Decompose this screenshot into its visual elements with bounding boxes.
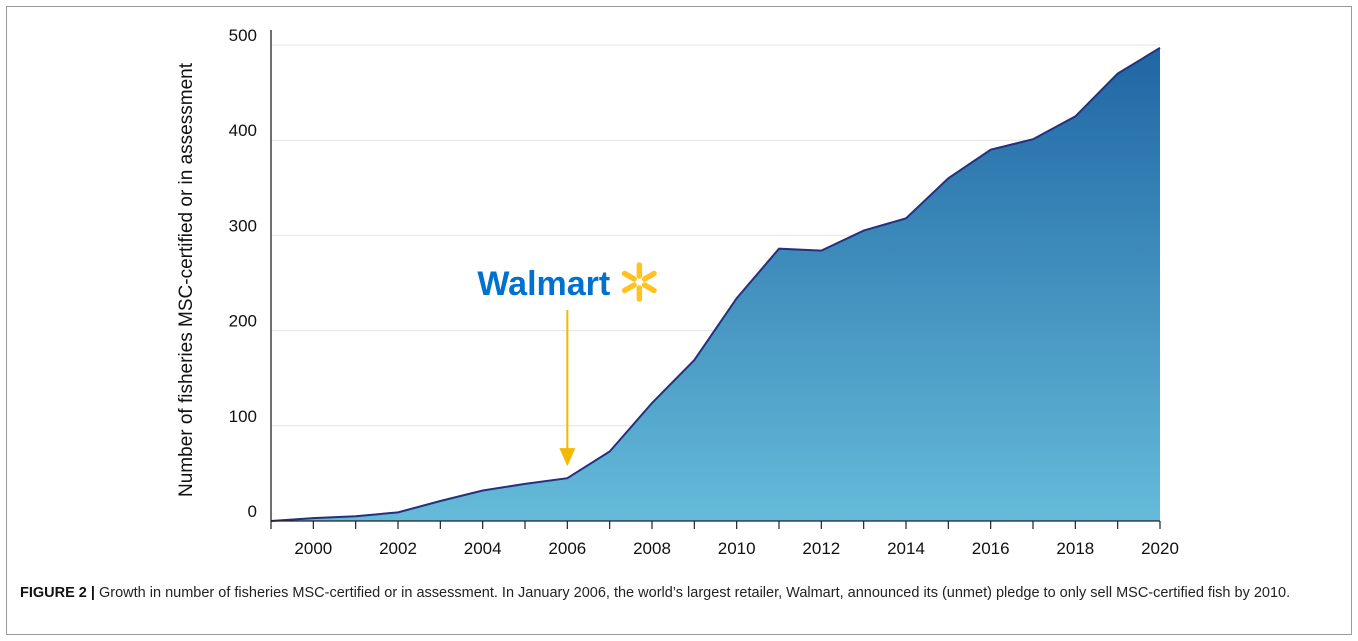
- x-tick-label: 2006: [548, 539, 586, 558]
- x-tick-label: 2018: [1056, 539, 1094, 558]
- caption-text: Growth in number of fisheries MSC-certif…: [94, 585, 1291, 601]
- annotation-arrow-head: [559, 448, 576, 467]
- walmart-logo-text: Walmart: [477, 265, 610, 303]
- spark-ray: [621, 270, 637, 282]
- spark-ray: [641, 282, 657, 294]
- y-tick-label: 200: [229, 312, 257, 331]
- x-tick-label: 2020: [1141, 539, 1179, 558]
- spark-ray: [641, 270, 657, 282]
- figure-frame: [6, 6, 1352, 635]
- area-chart: 0 100 200 300 400 500 2000 2002 2004 2006 2008 201…: [176, 26, 1179, 558]
- y-tick-label: 300: [229, 216, 257, 235]
- x-tick-label: 2012: [802, 539, 840, 558]
- y-tick-label: 0: [248, 502, 257, 521]
- x-tick-label: 2014: [887, 539, 925, 558]
- x-tick-label: 2016: [972, 539, 1010, 558]
- x-ticks: 2000 2002 2004 2006 2008 2010 2012 2014 2016 2018…: [270, 521, 1179, 558]
- figure-caption: FIGURE 2 | Growth in number of fisheries…: [20, 583, 1340, 603]
- y-tick-label: 500: [229, 26, 257, 45]
- x-tick-label: 2000: [294, 539, 332, 558]
- y-tick-label: 100: [229, 407, 257, 426]
- x-tick-label: 2004: [464, 539, 502, 558]
- walmart-annotation: Walmart: [477, 262, 657, 467]
- y-ticks: 0 100 200 300 400 500: [229, 26, 257, 521]
- x-tick-label: 2008: [633, 539, 671, 558]
- x-tick-label: 2002: [379, 539, 417, 558]
- spark-ray: [621, 282, 637, 294]
- walmart-spark-icon: [621, 262, 657, 302]
- figure-label: FIGURE 2 |: [20, 585, 95, 601]
- y-tick-label: 400: [229, 121, 257, 140]
- area-series: [271, 47, 1160, 522]
- y-axis-label: Number of fisheries MSC-certified or in …: [176, 62, 197, 497]
- series-line: [270, 47, 1161, 522]
- x-tick-label: 2010: [718, 539, 756, 558]
